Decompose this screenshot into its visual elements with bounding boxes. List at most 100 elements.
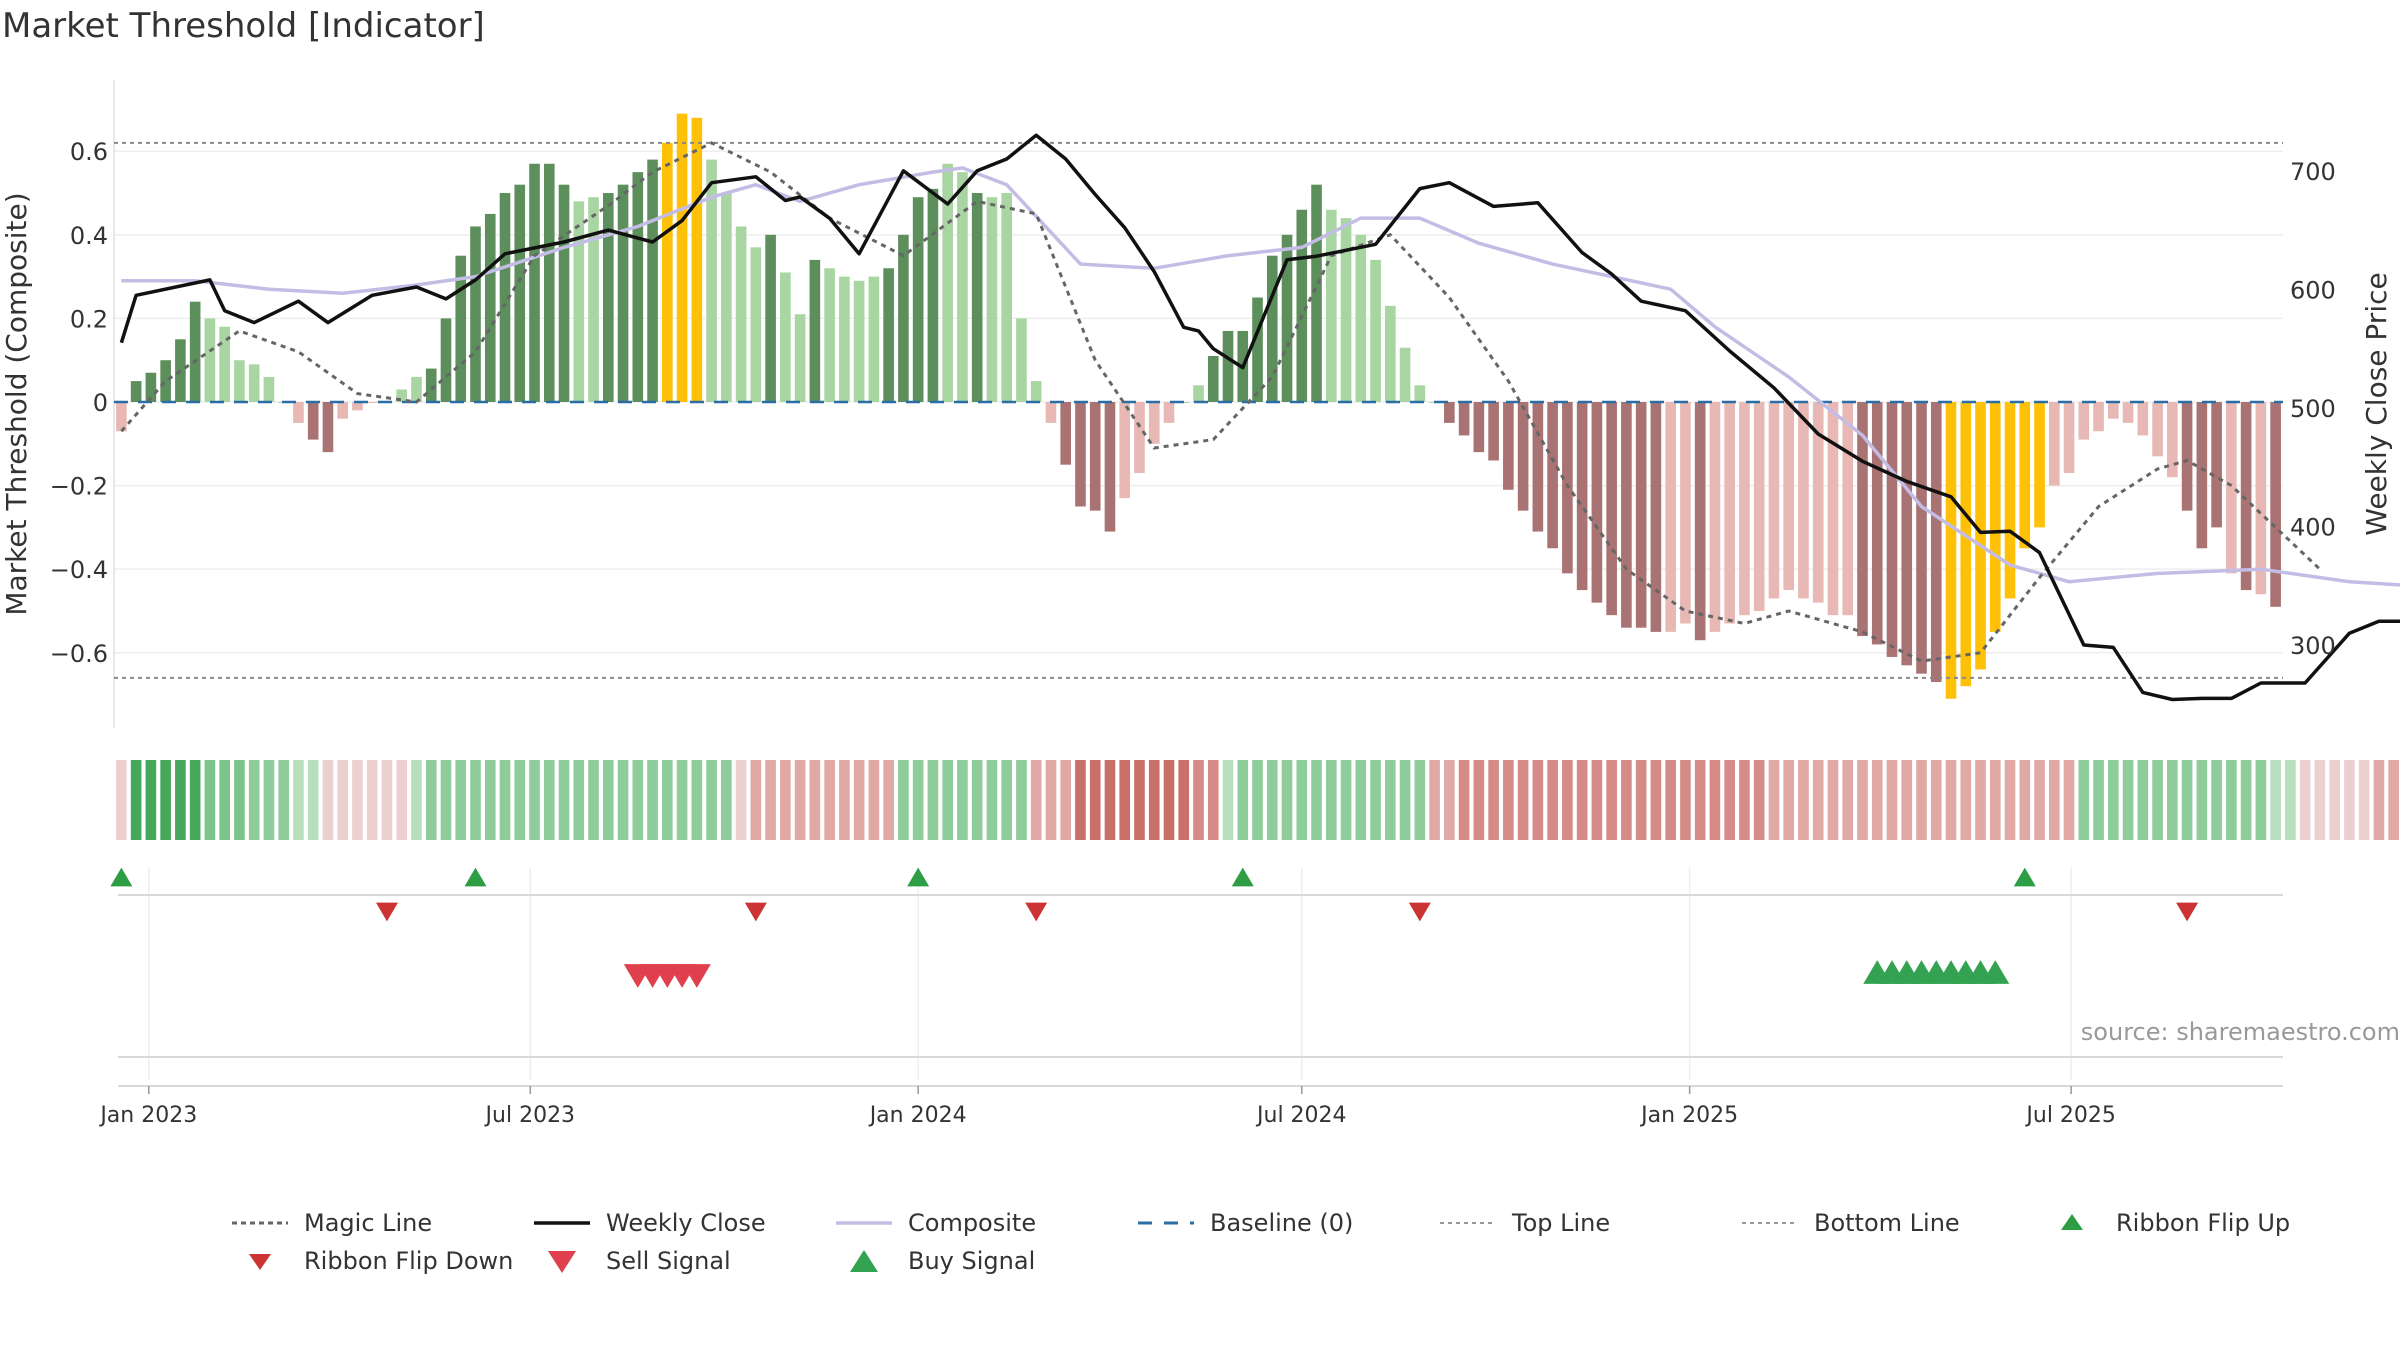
threshold-bar <box>602 193 614 402</box>
threshold-bar <box>1222 330 1234 402</box>
threshold-bar <box>2270 402 2281 607</box>
ribbon-cell <box>1989 760 2001 840</box>
threshold-bar <box>1148 402 1160 444</box>
legend-item-flip-up: Ribbon Flip Up <box>2042 1205 2290 1241</box>
ribbon-flip-up-marker <box>464 867 487 887</box>
legend-label: Buy Signal <box>908 1247 1036 1275</box>
legend-item-buy: Buy Signal <box>834 1243 1035 1279</box>
threshold-bar <box>2181 402 2193 511</box>
y-axis-ticks: 0.6 0.4 0.2 0 −0.2 −0.4 −0.6 <box>50 138 108 668</box>
ribbon-cell <box>1812 760 1824 840</box>
grid-lines <box>114 150 2283 1080</box>
ribbon-cell <box>1311 760 1322 840</box>
legend-label: Ribbon Flip Down <box>304 1247 514 1275</box>
threshold-bar <box>1252 297 1263 402</box>
ribbon-cell <box>145 760 157 840</box>
threshold-bar <box>307 402 319 440</box>
threshold-bar <box>1812 402 1824 603</box>
threshold-bar <box>1694 402 1706 641</box>
threshold-bar <box>189 301 201 402</box>
ribbon-cell <box>1237 760 1249 840</box>
threshold-bar <box>1517 402 1529 511</box>
legend-item-flip-down: Ribbon Flip Down <box>230 1243 513 1279</box>
threshold-bar <box>1871 402 1883 645</box>
threshold-bar <box>322 402 334 453</box>
threshold-bar <box>1798 402 1809 599</box>
ribbon-cell <box>278 760 289 840</box>
threshold-bar <box>1621 402 1632 628</box>
threshold-bar <box>1281 234 1293 402</box>
ribbon-flip-markers <box>110 867 2199 922</box>
ribbon-cell <box>2329 760 2340 840</box>
legend-label: Top Line <box>1512 1209 1611 1237</box>
ribbon-cell <box>1488 760 1499 840</box>
threshold-bar <box>662 142 673 402</box>
ribbon-cell <box>588 760 599 840</box>
threshold-bar <box>484 213 496 402</box>
threshold-bar <box>2240 402 2252 591</box>
ribbon-cell <box>1768 760 1780 840</box>
ribbon-cell <box>2240 760 2252 840</box>
threshold-bar <box>1680 402 1691 624</box>
ribbon-cell <box>1148 760 1160 840</box>
threshold-bar <box>2004 402 2016 599</box>
y-tick-label: 0 <box>93 389 108 417</box>
ribbon-cell <box>2270 760 2281 840</box>
threshold-bar <box>130 381 142 402</box>
ribbon-cell <box>263 760 275 840</box>
legend-item-sell: Sell Signal <box>532 1243 731 1279</box>
threshold-bar <box>1960 402 1972 687</box>
ribbon-cell <box>824 760 835 840</box>
threshold-bar <box>1842 402 1854 616</box>
ribbon-flip-up-marker <box>110 867 133 887</box>
ribbon-cell <box>1503 760 1514 840</box>
legend-item-baseline: Baseline (0) <box>1136 1205 1353 1241</box>
x-tick-label: Jul 2025 <box>2024 1103 2116 1128</box>
ribbon-cell <box>160 760 171 840</box>
ribbon-cell <box>750 760 762 840</box>
threshold-bar <box>1739 402 1750 616</box>
ribbon-cell <box>1665 760 1676 840</box>
ribbon-cell <box>809 760 821 840</box>
ribbon-cell <box>543 760 555 840</box>
ribbon-cell <box>1709 760 1721 840</box>
threshold-bar <box>1016 318 1027 402</box>
y2-tick-label: 400 <box>2290 513 2336 541</box>
ribbon-cell <box>971 760 983 840</box>
ribbon-cell <box>2167 760 2178 840</box>
y-axis-label: Market Threshold (Composite) <box>0 192 33 615</box>
threshold-bar <box>765 234 776 402</box>
ribbon-cell <box>425 760 437 840</box>
ribbon-cell <box>219 760 230 840</box>
ribbon-cell <box>2373 760 2385 840</box>
ribbon-cell <box>1134 760 1145 840</box>
threshold-bar <box>219 326 230 402</box>
legend-swatch-icon <box>850 1250 878 1272</box>
ribbon-cell <box>1045 760 1057 840</box>
ribbon-cell <box>942 760 953 840</box>
threshold-bar <box>750 247 762 402</box>
ribbon-cell <box>1798 760 1809 840</box>
weekly-close-line <box>119 133 2400 702</box>
ribbon-cell <box>2314 760 2326 840</box>
threshold-bar <box>337 402 349 419</box>
ribbon-cell <box>2226 760 2237 840</box>
ribbon-cell <box>558 760 570 840</box>
threshold-bar <box>2255 402 2267 595</box>
legend-label: Weekly Close <box>606 1209 766 1237</box>
ribbon-cell <box>1385 760 1396 840</box>
ribbon-cell <box>1119 760 1131 840</box>
threshold-bar <box>425 368 437 402</box>
threshold-bar <box>1532 402 1544 532</box>
ribbon-cell <box>2122 760 2134 840</box>
ribbon-cell <box>898 760 909 840</box>
ribbon-cell <box>1930 760 1942 840</box>
ribbon-cell <box>765 760 776 840</box>
threshold-bar <box>1134 402 1145 474</box>
threshold-bar <box>721 193 732 402</box>
legend-item-composite: Composite <box>834 1205 1036 1241</box>
ribbon-flip-down-marker <box>375 902 398 922</box>
series-lines <box>119 133 2400 702</box>
ribbon-cell <box>632 760 644 840</box>
